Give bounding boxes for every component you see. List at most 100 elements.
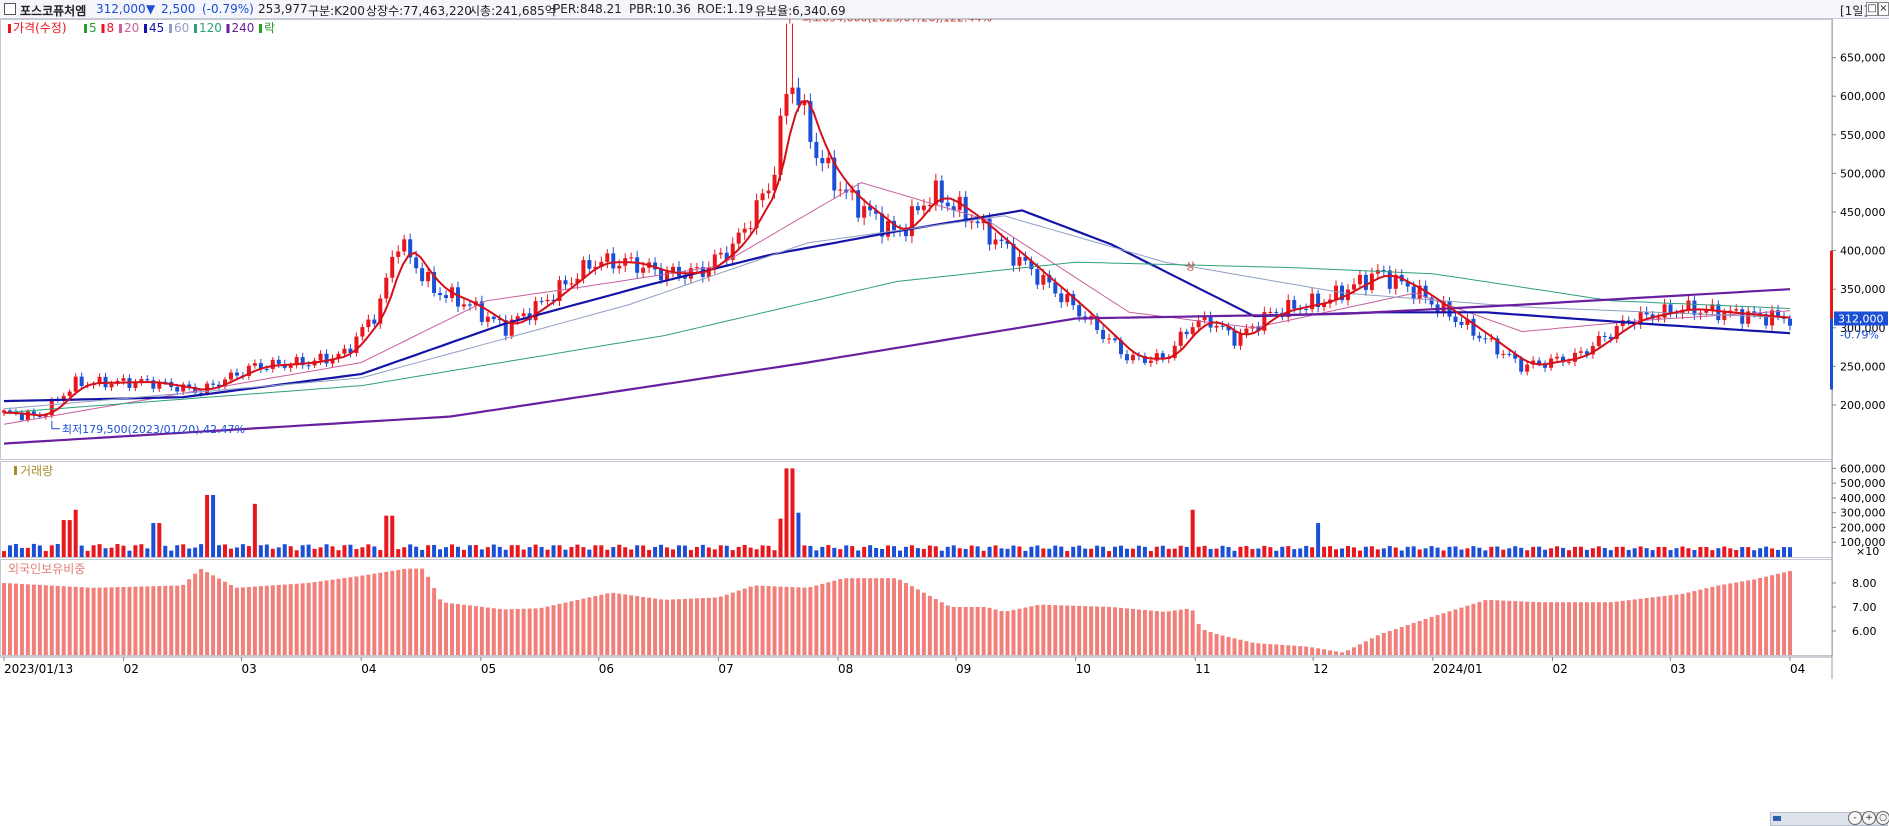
candle-body	[1071, 294, 1076, 306]
candle-body	[97, 376, 102, 384]
volume-bar	[1453, 546, 1458, 557]
candle-body	[163, 381, 168, 383]
volume-bar	[1345, 545, 1350, 557]
candle-body	[1429, 297, 1434, 305]
volume-bar	[1411, 546, 1416, 557]
foreign-bar	[1698, 589, 1703, 655]
zoom-out-icon[interactable]: -	[1848, 811, 1862, 825]
legend-label: 60	[174, 21, 189, 35]
candle-body	[587, 260, 592, 269]
candle-body	[599, 261, 604, 267]
candle-body	[1764, 314, 1769, 326]
foreign-bar	[730, 592, 735, 655]
zoom-reset-icon[interactable]: ○	[1876, 811, 1889, 825]
volume-bar	[999, 548, 1004, 557]
candle-body	[1017, 256, 1022, 266]
candle-body	[288, 365, 293, 368]
volume-bar	[1136, 545, 1141, 557]
foreign-bar	[1584, 602, 1589, 655]
foreign-bar	[1304, 646, 1309, 655]
foreign-bar	[599, 594, 604, 655]
volume-bar	[402, 547, 407, 557]
volume-bar	[1071, 546, 1076, 557]
candle-body	[945, 202, 950, 207]
candle-body	[635, 257, 640, 273]
foreign-bar	[223, 581, 228, 655]
x-tick-label: 02	[1552, 662, 1567, 676]
foreign-bar	[217, 578, 222, 655]
volume-bar	[1041, 548, 1046, 557]
foreign-bar	[1298, 646, 1303, 655]
candle-body	[1047, 274, 1052, 283]
scroll-thumb[interactable]	[1773, 816, 1781, 821]
candle-body	[372, 319, 377, 324]
volume-bar	[1638, 546, 1643, 557]
candle-body	[1148, 360, 1153, 363]
zoom-in-icon[interactable]: +	[1862, 811, 1876, 825]
foreign-bar	[1650, 597, 1655, 655]
foreign-bar	[957, 607, 962, 655]
candle-body	[1566, 361, 1571, 363]
candle-body	[175, 386, 180, 392]
candle-body	[258, 363, 263, 369]
foreign-bar	[527, 608, 532, 655]
candle-body	[1405, 281, 1410, 287]
candle-body	[1692, 300, 1697, 315]
candle-body	[951, 206, 956, 211]
foreign-bar	[772, 586, 777, 655]
volume-bar	[688, 550, 693, 557]
foreign-bar	[796, 587, 801, 655]
candle-body	[1322, 303, 1327, 308]
candle-body	[1453, 316, 1458, 322]
volume-bar	[832, 547, 837, 557]
candle-body	[1483, 338, 1488, 340]
candle-body	[360, 327, 365, 337]
candle-body	[1304, 308, 1309, 310]
foreign-bar	[312, 582, 317, 655]
maximize-icon[interactable]: □	[1866, 2, 1878, 16]
candle-body	[832, 157, 837, 191]
foreign-bar	[1770, 575, 1775, 655]
chart-labels: 가격(수정) 58 20 45 60 120 240 락 최고694,000(2023/07/2…	[8, 19, 1888, 576]
foreign-bar	[700, 598, 705, 655]
candle-body	[1662, 304, 1667, 318]
volume-bar	[157, 523, 162, 557]
volume-bar	[599, 545, 604, 557]
close-icon[interactable]: ×	[1878, 2, 1889, 16]
foreign-bar	[802, 587, 807, 655]
foreign-bar	[1764, 576, 1769, 655]
candle-body	[1107, 338, 1112, 340]
volume-bar	[939, 550, 944, 557]
volume-bar	[396, 549, 401, 557]
candle-body	[276, 359, 281, 364]
foreign-bar	[115, 587, 120, 655]
foreign-bar	[1310, 647, 1315, 655]
foreign-bar	[1178, 609, 1183, 655]
checkbox[interactable]	[4, 3, 16, 15]
candle-body	[1172, 345, 1177, 358]
volume-bar	[856, 550, 861, 557]
foreign-bar	[1692, 591, 1697, 655]
foreign-bar	[814, 585, 819, 655]
foreign-bar	[1196, 624, 1201, 655]
volume-bar	[1495, 546, 1500, 557]
foreign-bar	[1160, 611, 1165, 655]
volume-bar	[730, 550, 735, 557]
volume-bar	[1304, 545, 1309, 557]
volume-bar	[121, 545, 126, 557]
candle-body	[187, 384, 192, 388]
foreign-bar	[145, 586, 150, 655]
volume-bar	[1280, 546, 1285, 557]
foreign-bar	[234, 587, 239, 655]
foreign-bar	[623, 594, 628, 655]
volume-bar	[187, 548, 192, 557]
foreign-bar	[37, 584, 42, 655]
candle-body	[318, 353, 323, 361]
foreign-bar	[820, 583, 825, 655]
period-button[interactable]: [1일]	[1840, 4, 1869, 18]
foreign-bar	[354, 576, 359, 655]
foreign-bar	[832, 580, 837, 655]
volume-bar	[1256, 548, 1261, 557]
x-tick-label: 03	[1670, 662, 1685, 676]
candle-body	[1537, 360, 1542, 364]
